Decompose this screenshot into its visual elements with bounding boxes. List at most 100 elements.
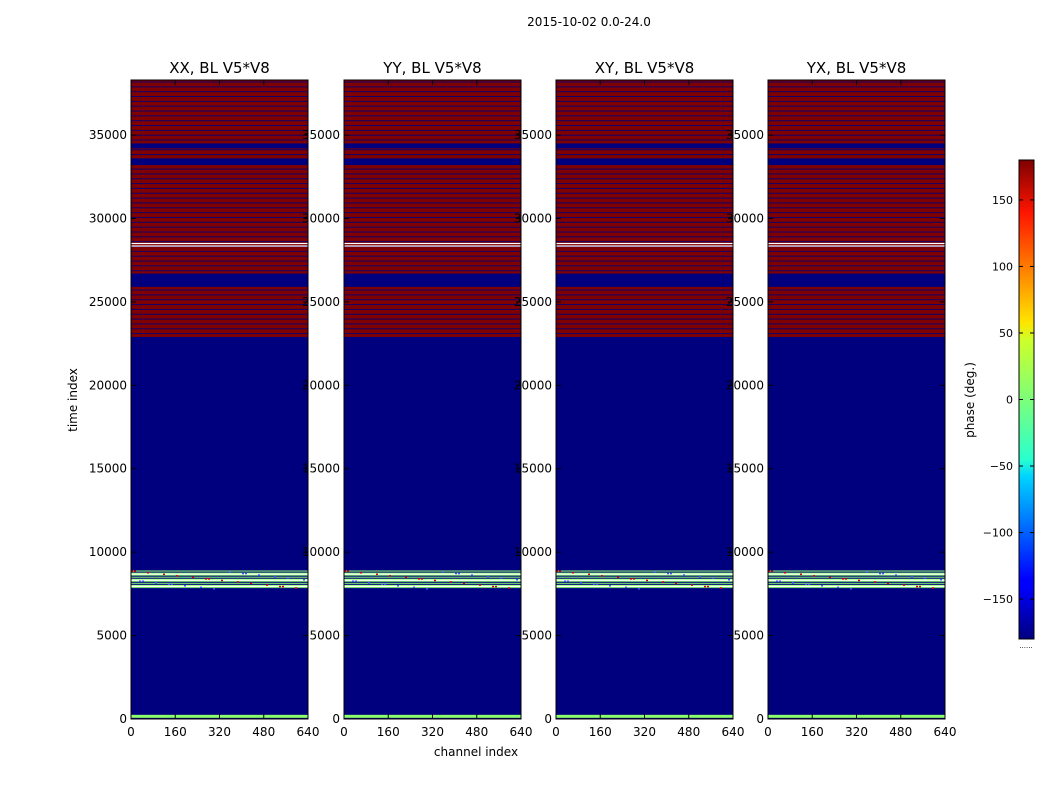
heatmap-noise-pixel: [282, 585, 284, 588]
heatmap-stripe: [556, 91, 733, 93]
heatmap-noise-pixel: [355, 580, 357, 582]
heatmap-stripe: [131, 178, 308, 180]
heatmap-stripe: [131, 100, 308, 102]
heatmap-stripe: [131, 105, 308, 107]
y-tick-label: 0: [544, 712, 552, 726]
heatmap-stripe: [344, 270, 521, 272]
heatmap-stripe: [556, 294, 733, 296]
heatmap-stripe: [344, 323, 521, 325]
heatmap-stripe: [768, 187, 945, 189]
heatmap-stripe: [556, 129, 733, 131]
heatmap-noise-pixel: [633, 578, 635, 580]
heatmap-stripe: [131, 129, 308, 131]
heatmap-noise-pixel: [924, 577, 926, 579]
heatmap-stripe: [768, 273, 945, 287]
x-tick-label: 160: [801, 725, 824, 739]
heatmap-noise-pixel: [500, 577, 502, 579]
colorbar-tick-label: 0: [1006, 394, 1013, 407]
heatmap-noise-pixel: [879, 572, 881, 575]
heatmap-stripe: [344, 143, 521, 149]
heatmap-stripe: [131, 134, 308, 136]
heatmap-stripe: [768, 163, 945, 165]
heatmap-stripe: [344, 154, 521, 156]
heatmap-stripe: [131, 226, 308, 228]
heatmap-stripe: [344, 304, 521, 306]
heatmap-noise-pixel: [707, 585, 709, 588]
heatmap-stripe: [556, 120, 733, 122]
y-tick-label: 10000: [89, 545, 127, 559]
heatmap-band-line: [556, 581, 733, 583]
colorbar-tick-label: −150: [983, 593, 1013, 606]
heatmap-stripe: [344, 178, 521, 180]
heatmap-band-line: [768, 573, 945, 575]
heatmap-cells: [556, 80, 733, 719]
heatmap-stripe: [344, 149, 521, 151]
heatmap-stripe: [768, 289, 945, 291]
heatmap-stripe: [768, 125, 945, 127]
heatmap-stripe: [768, 308, 945, 310]
y-tick-label: 20000: [89, 378, 127, 392]
heatmap-panel-3: XY, BL V5*V8 0 5000 10000 15000 20000 25000 300…: [514, 59, 745, 739]
heatmap-noise-pixel: [295, 587, 297, 589]
heatmap-stripe: [344, 187, 521, 189]
heatmap-high-region: [556, 80, 733, 337]
heatmap-stripe: [131, 333, 308, 335]
heatmap-stripe: [556, 221, 733, 223]
y-tick-label: 0: [332, 712, 340, 726]
heatmap-band-line: [131, 575, 308, 577]
heatmap-band-line: [556, 575, 733, 577]
heatmap-noise-pixel: [413, 586, 415, 589]
heatmap-noise-pixel: [580, 581, 582, 584]
heatmap-band-line: [556, 579, 733, 581]
heatmap-noise-pixel: [245, 572, 247, 575]
heatmap-stripe: [768, 158, 945, 160]
heatmap-noise-pixel: [704, 585, 706, 588]
heatmap-band-line: [768, 581, 945, 583]
heatmap-noise-pixel: [213, 588, 215, 590]
heatmap-band-line: [344, 571, 521, 573]
heatmap-stripe: [768, 183, 945, 185]
heatmap-stripe: [556, 226, 733, 228]
heatmap-stripe: [768, 91, 945, 93]
heatmap-noise-pixel: [593, 583, 595, 586]
heatmap-noise-pixel: [845, 578, 847, 580]
heatmap-stripe: [131, 289, 308, 291]
heatmap-stripe: [768, 202, 945, 204]
heatmap-stripe: [131, 168, 308, 170]
heatmap-stripe: [131, 91, 308, 93]
heatmap-stripe: [768, 323, 945, 325]
heatmap-stripe: [556, 333, 733, 335]
heatmap-stripe: [768, 168, 945, 170]
heatmap-noise-pixel: [617, 576, 619, 579]
heatmap-stripe: [768, 207, 945, 209]
heatmap-noise-pixel: [654, 571, 656, 573]
heatmap-stripe: [556, 265, 733, 267]
heatmap-stripe: [344, 91, 521, 93]
heatmap-noise-pixel: [932, 587, 934, 589]
heatmap-stripe: [768, 134, 945, 136]
heatmap-stripe: [556, 134, 733, 136]
heatmap-stripe: [131, 173, 308, 175]
heatmap-stripe: [344, 144, 521, 146]
heatmap-stripe: [131, 270, 308, 272]
heatmap-stripe: [131, 304, 308, 306]
heatmap-gap-line: [131, 245, 308, 247]
heatmap-stripe: [556, 173, 733, 175]
heatmap-stripe: [768, 328, 945, 330]
heatmap-band-line: [768, 579, 945, 581]
y-tick-label: 5000: [733, 629, 764, 643]
heatmap-stripe: [344, 328, 521, 330]
heatmap-noise-pixel: [667, 572, 669, 575]
heatmap-noise-pixel: [287, 577, 289, 579]
heatmap-stripe: [131, 144, 308, 146]
heatmap-stripe: [556, 158, 733, 160]
heatmap-stripe: [131, 231, 308, 233]
heatmap-stripe: [556, 192, 733, 194]
heatmap-cells: [344, 80, 521, 719]
heatmap-noise-pixel: [638, 588, 640, 590]
heatmap-band-line: [344, 577, 521, 579]
heatmap-stripe: [131, 96, 308, 98]
heatmap-stripe: [131, 250, 308, 252]
y-tick-label: 35000: [89, 128, 127, 142]
y-tick-label: 30000: [514, 211, 552, 225]
